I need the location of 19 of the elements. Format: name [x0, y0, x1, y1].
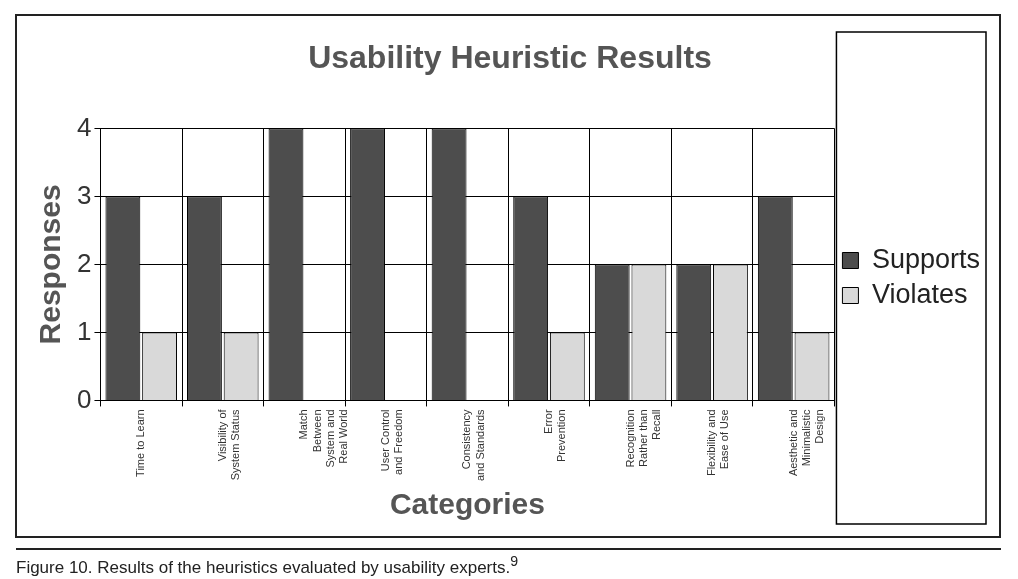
y-axis-title: Responses: [33, 184, 67, 345]
chart-title: Usability Heuristic Results: [308, 39, 712, 76]
x-tick-label: User Control and Freedom: [378, 409, 405, 475]
y-tick-label: 4: [76, 111, 92, 142]
x-tick-label: Time to Learn: [134, 409, 147, 477]
x-tick-label: Aesthetic and Minimalistic Design: [786, 408, 826, 477]
y-tick-label: 0: [76, 383, 92, 414]
legend-label: Supports: [871, 243, 981, 274]
x-tick-label: Flexibility and Ease of Use: [705, 409, 731, 477]
caption: Figure 10. Results of the heuristics evaluated by usability experts.$^{9}$: [16, 548, 1001, 578]
x-tick-label: Error Prevention: [542, 409, 568, 463]
x-tick-label: Recognition Rather than Recall: [623, 409, 662, 468]
x-axis-title: Categories: [389, 487, 545, 521]
y-tick-label: 2: [76, 247, 92, 278]
x-tick-label: Match Between System and Real World: [297, 409, 349, 468]
y-tick-label: 3: [76, 179, 92, 210]
y-tick-label: 1: [76, 315, 92, 346]
legend-label: Violates: [871, 278, 968, 309]
x-tick-label: Visibility of System Status: [215, 408, 242, 481]
